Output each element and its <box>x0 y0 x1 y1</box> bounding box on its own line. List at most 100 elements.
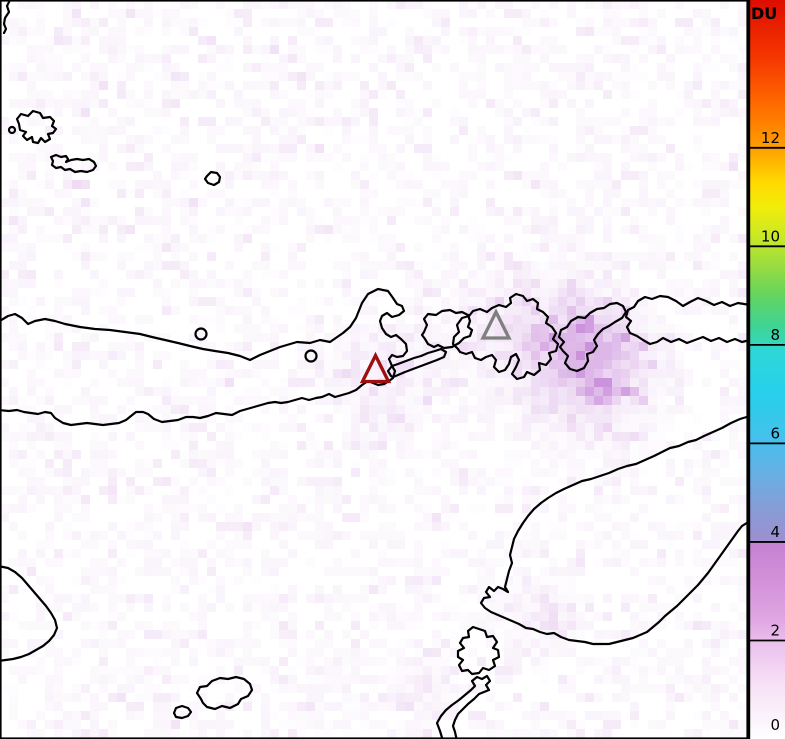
du-overlay-cell <box>180 117 189 126</box>
du-overlay-cell <box>675 279 684 288</box>
du-overlay-cell <box>225 603 234 612</box>
du-overlay-cell <box>414 576 423 585</box>
du-overlay-cell <box>351 387 360 396</box>
du-overlay-cell <box>18 504 27 513</box>
du-overlay-cell <box>126 486 144 495</box>
du-overlay-cell <box>432 234 441 243</box>
du-overlay-cell <box>360 513 369 522</box>
du-overlay-cell <box>396 639 405 648</box>
du-overlay-cell <box>108 45 117 54</box>
du-overlay-cell <box>549 639 558 648</box>
du-overlay-cell <box>432 567 441 576</box>
du-overlay-cell <box>657 378 666 387</box>
du-overlay-cell <box>459 126 468 135</box>
du-overlay-cell <box>27 72 45 81</box>
du-overlay-cell <box>27 315 36 324</box>
du-overlay-cell <box>621 126 630 135</box>
du-overlay-cell <box>351 414 369 423</box>
du-overlay-cell <box>396 72 405 81</box>
du-overlay-cell <box>522 396 540 405</box>
du-overlay-cell <box>162 504 171 513</box>
du-overlay-cell <box>243 153 252 162</box>
du-overlay-cell <box>378 396 387 405</box>
du-overlay-cell <box>369 657 378 666</box>
du-overlay-cell <box>171 243 180 252</box>
du-overlay-cell <box>648 378 657 387</box>
du-overlay-cell <box>558 396 567 405</box>
du-overlay-cell <box>54 189 63 198</box>
du-overlay-cell <box>117 27 126 36</box>
du-overlay-cell <box>432 513 441 522</box>
du-overlay-cell <box>315 666 324 675</box>
gray-triangle-volcano-marker[interactable] <box>480 308 512 340</box>
du-overlay-cell <box>702 207 711 216</box>
du-overlay-cell <box>711 27 720 36</box>
du-overlay-cell <box>261 558 279 567</box>
du-overlay-cell <box>576 144 585 153</box>
du-overlay-cell <box>459 486 468 495</box>
du-overlay-cell <box>279 72 288 81</box>
du-overlay-cell <box>630 18 639 27</box>
du-overlay-cell <box>423 9 432 18</box>
du-overlay-cell <box>423 333 432 342</box>
du-overlay-cell <box>54 486 63 495</box>
du-overlay-cell <box>369 387 378 396</box>
red-triangle-volcano-marker[interactable] <box>359 351 392 384</box>
du-overlay-cell <box>306 477 324 486</box>
du-overlay-cell <box>576 468 585 477</box>
du-overlay-cell <box>216 225 225 234</box>
du-overlay-cell <box>468 324 477 333</box>
du-overlay-cell <box>126 153 135 162</box>
du-overlay-cell <box>360 324 369 333</box>
du-overlay-cell <box>738 648 747 657</box>
du-overlay-cell <box>693 117 702 126</box>
du-overlay-cell <box>486 630 495 639</box>
du-overlay-cell <box>144 675 153 684</box>
du-overlay-cell <box>459 261 468 270</box>
du-overlay-cell <box>693 45 702 54</box>
du-overlay-cell <box>342 495 351 504</box>
du-overlay-cell <box>117 216 126 225</box>
du-overlay-cell <box>288 180 297 189</box>
du-overlay-cell <box>306 720 315 729</box>
du-overlay-cell <box>459 396 468 405</box>
du-overlay-cell <box>720 630 729 639</box>
du-overlay-cell <box>432 36 441 45</box>
du-overlay-cell <box>288 513 297 522</box>
du-overlay-cell <box>369 90 378 99</box>
du-overlay-cell <box>630 315 639 324</box>
du-overlay-cell <box>648 306 657 315</box>
du-overlay-cell <box>423 216 432 225</box>
du-overlay-cell <box>27 153 36 162</box>
du-overlay-cell <box>180 495 189 504</box>
du-overlay-cell <box>720 54 729 63</box>
du-overlay-cell <box>693 306 702 315</box>
du-overlay-cell <box>9 522 18 531</box>
du-overlay-cell <box>333 9 342 18</box>
du-overlay-cell <box>279 468 288 477</box>
du-overlay-cell <box>63 27 72 36</box>
du-overlay-cell <box>648 432 666 441</box>
coastline-sumba <box>0 565 59 662</box>
du-overlay-cell <box>666 333 675 342</box>
du-overlay-cell <box>630 153 639 162</box>
du-overlay-cell <box>108 540 117 549</box>
du-overlay-cell <box>684 252 702 261</box>
du-overlay-cell <box>513 315 522 324</box>
du-overlay-cell <box>27 486 36 495</box>
du-overlay-cell <box>306 333 315 342</box>
du-overlay-cell <box>108 585 117 594</box>
du-overlay-cell <box>666 468 675 477</box>
du-overlay-cell <box>720 450 729 459</box>
du-overlay-cell <box>405 666 414 675</box>
du-overlay-cell <box>630 324 639 333</box>
du-overlay-cell <box>9 441 18 450</box>
du-overlay-cell <box>495 342 504 351</box>
du-overlay-cell <box>423 513 441 522</box>
du-overlay-cell <box>54 99 63 108</box>
du-overlay-cell <box>333 720 351 729</box>
du-overlay-cell <box>486 207 504 216</box>
du-overlay-cell <box>603 162 612 171</box>
du-overlay-cell <box>549 594 558 603</box>
du-overlay-cell <box>513 639 522 648</box>
